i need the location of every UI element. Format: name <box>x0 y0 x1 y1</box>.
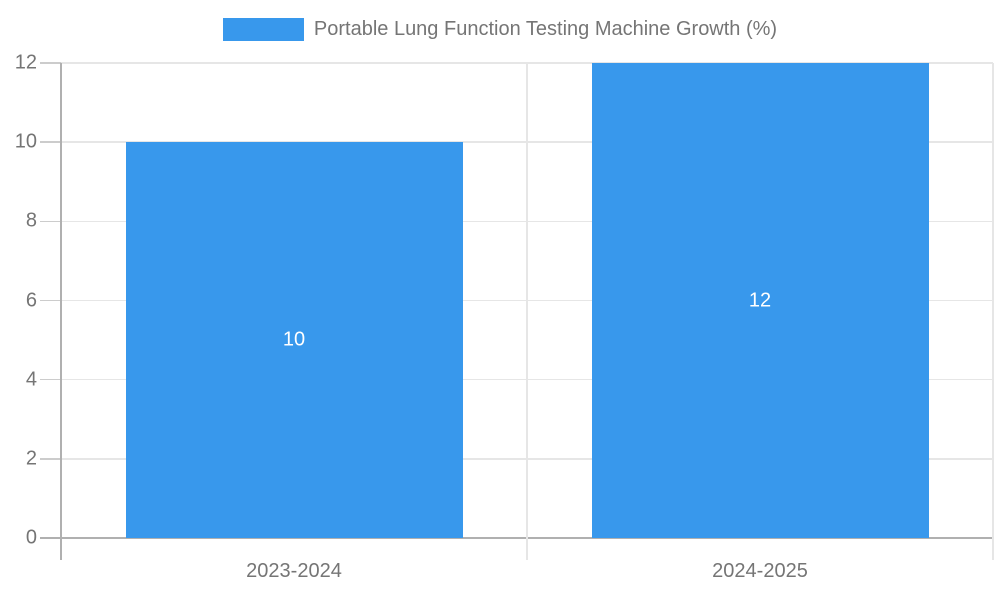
y-axis-tick <box>40 62 61 64</box>
y-axis-tick-label: 10 <box>14 130 37 153</box>
bar <box>591 63 929 538</box>
y-axis-tick-label: 0 <box>25 526 37 549</box>
y-axis-tick-label: 6 <box>25 289 37 311</box>
x-axis-category-label: 2023-2024 <box>246 560 342 582</box>
y-axis-tick <box>40 458 61 460</box>
y-axis-tick <box>40 299 61 302</box>
y-axis-tick-label: 2 <box>25 447 37 470</box>
x-axis-category-label: 2024-2025 <box>712 560 808 582</box>
legend-swatch <box>222 18 304 41</box>
plot-area: 10 12 <box>40 62 994 560</box>
y-axis-tick <box>40 141 61 143</box>
bar-value-label: 10 <box>282 328 306 351</box>
y-axis-tick-label: 8 <box>25 209 37 232</box>
category-boundary-gridline <box>526 63 528 560</box>
y-axis-tick <box>40 378 61 381</box>
y-axis-tick <box>40 220 61 223</box>
legend-label: Portable Lung Function Testing Machine G… <box>313 18 778 40</box>
legend: Portable Lung Function Testing Machine G… <box>0 18 1000 41</box>
category-boundary-gridline <box>992 63 994 560</box>
bar <box>125 142 463 538</box>
y-axis-line <box>60 63 62 560</box>
x-axis-line <box>40 537 993 539</box>
bar-value-label: 12 <box>748 289 772 311</box>
y-axis-tick-label: 12 <box>14 51 37 74</box>
y-axis-tick-label: 4 <box>25 368 37 391</box>
